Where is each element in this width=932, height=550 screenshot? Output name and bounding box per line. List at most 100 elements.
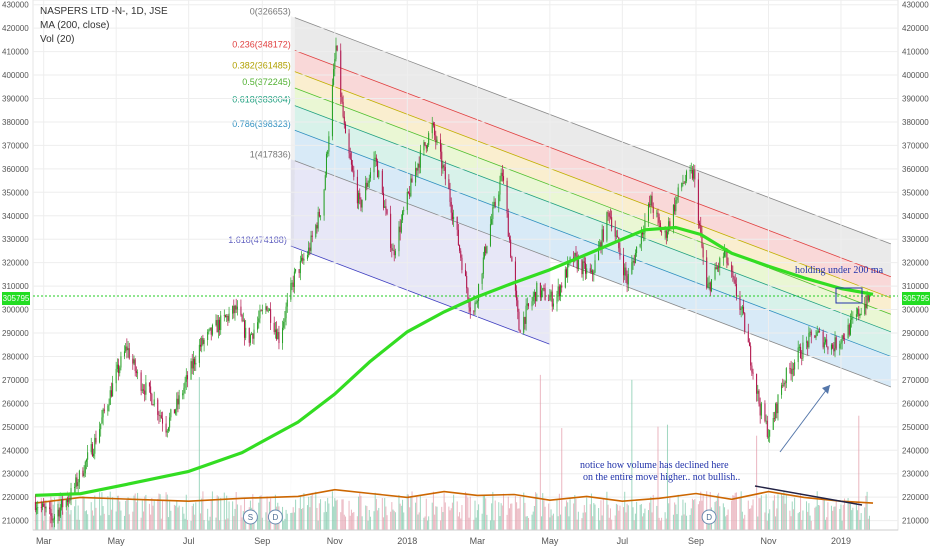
volume-bar (137, 492, 139, 530)
volume-bar (211, 491, 213, 530)
candle-body (675, 200, 677, 212)
candle-body (823, 342, 825, 348)
y-tick-label-left: 240000 (2, 446, 29, 455)
candle-body (743, 306, 745, 314)
y-tick-label-right: 360000 (902, 165, 929, 174)
candle-body (309, 247, 311, 251)
candle-body (126, 346, 128, 351)
volume-bar (241, 517, 243, 530)
candle-body (444, 167, 446, 180)
volume-bar (840, 504, 842, 530)
candle-body (406, 191, 408, 211)
candle-body (460, 250, 462, 258)
volume-bar (132, 511, 134, 530)
volume-bar (823, 498, 825, 530)
volume-bar (798, 511, 800, 530)
volume-bar (614, 515, 616, 530)
volume-bar (327, 497, 329, 530)
candle-body (74, 486, 76, 489)
candle-body (852, 316, 854, 319)
volume-bar (493, 520, 495, 530)
candle-body (542, 288, 544, 291)
candle-body (257, 322, 259, 330)
volume-bar (120, 510, 122, 530)
candle-body (242, 320, 244, 322)
volume-bar (584, 512, 587, 530)
candle-body (826, 339, 828, 347)
volume-bar (633, 520, 635, 530)
candle-body (652, 206, 654, 213)
volume-bar (62, 511, 64, 530)
volume-bar (567, 502, 569, 530)
candle-body (77, 482, 79, 487)
volume-bar (741, 511, 743, 530)
candle-body (59, 507, 61, 517)
candle-body (407, 191, 409, 193)
candle-body (807, 341, 809, 348)
candle-body (49, 507, 51, 509)
candle-body (709, 282, 711, 292)
y-tick-label-right: 350000 (902, 188, 929, 197)
volume-bar (808, 503, 810, 530)
candle-body (399, 226, 401, 233)
volume-bar (844, 498, 846, 530)
candle-body (209, 327, 211, 330)
volume-bar (242, 511, 244, 530)
volume-bar (652, 494, 654, 530)
volume-bar (839, 508, 841, 530)
volume-bar (858, 415, 860, 530)
volume-bar (532, 511, 534, 530)
volume-bar (159, 494, 161, 530)
volume-bar (220, 497, 222, 530)
candle-body (664, 230, 666, 233)
candle-body (681, 182, 683, 188)
volume-bar (406, 494, 408, 530)
volume-bar (564, 506, 566, 530)
volume-bar (517, 508, 519, 530)
candle-body (323, 189, 325, 216)
y-tick-label-right: 310000 (902, 282, 929, 291)
fib-band-1 (294, 50, 891, 298)
y-tick-label-left: 430000 (2, 1, 29, 10)
candle-body (797, 347, 799, 363)
candle-body (835, 337, 837, 349)
volume-bar (743, 518, 745, 530)
volume-bar (102, 506, 104, 530)
volume-bar (699, 501, 701, 530)
candle-body (367, 182, 369, 187)
candle-body (134, 359, 136, 371)
candle-body (592, 270, 594, 275)
y-tick-label-left: 400000 (2, 71, 29, 80)
volume-bar (822, 497, 824, 530)
candle-body (431, 123, 433, 134)
candle-body (144, 390, 146, 395)
candle-body (625, 267, 627, 277)
volume-bar (531, 514, 533, 530)
volume-bar (775, 516, 777, 530)
volume-bar (767, 513, 770, 530)
candle-body (498, 194, 500, 206)
candle-body (448, 179, 450, 190)
candle-body (252, 333, 254, 339)
candle-body (707, 284, 709, 288)
volume-bar (110, 509, 112, 530)
candle-body (273, 322, 275, 333)
x-tick-label: Mar (36, 536, 52, 546)
candle-body (602, 229, 604, 241)
annotations: holding under 200 ma notice how volume ha… (242, 265, 884, 525)
price-tag-left: 305795 (2, 292, 30, 305)
volume-bar (201, 498, 203, 530)
volume-bar (748, 508, 750, 530)
volume-bar (152, 505, 154, 530)
volume-bar (568, 516, 570, 530)
volume-bar (733, 495, 735, 530)
volume-bar (82, 496, 84, 530)
candle-body (185, 375, 187, 382)
candle-body (752, 372, 754, 374)
candle-body (342, 101, 344, 117)
volume-bar (581, 518, 583, 530)
volume-bar (192, 503, 194, 530)
candle-body (41, 503, 44, 508)
volume-bar (400, 505, 402, 530)
